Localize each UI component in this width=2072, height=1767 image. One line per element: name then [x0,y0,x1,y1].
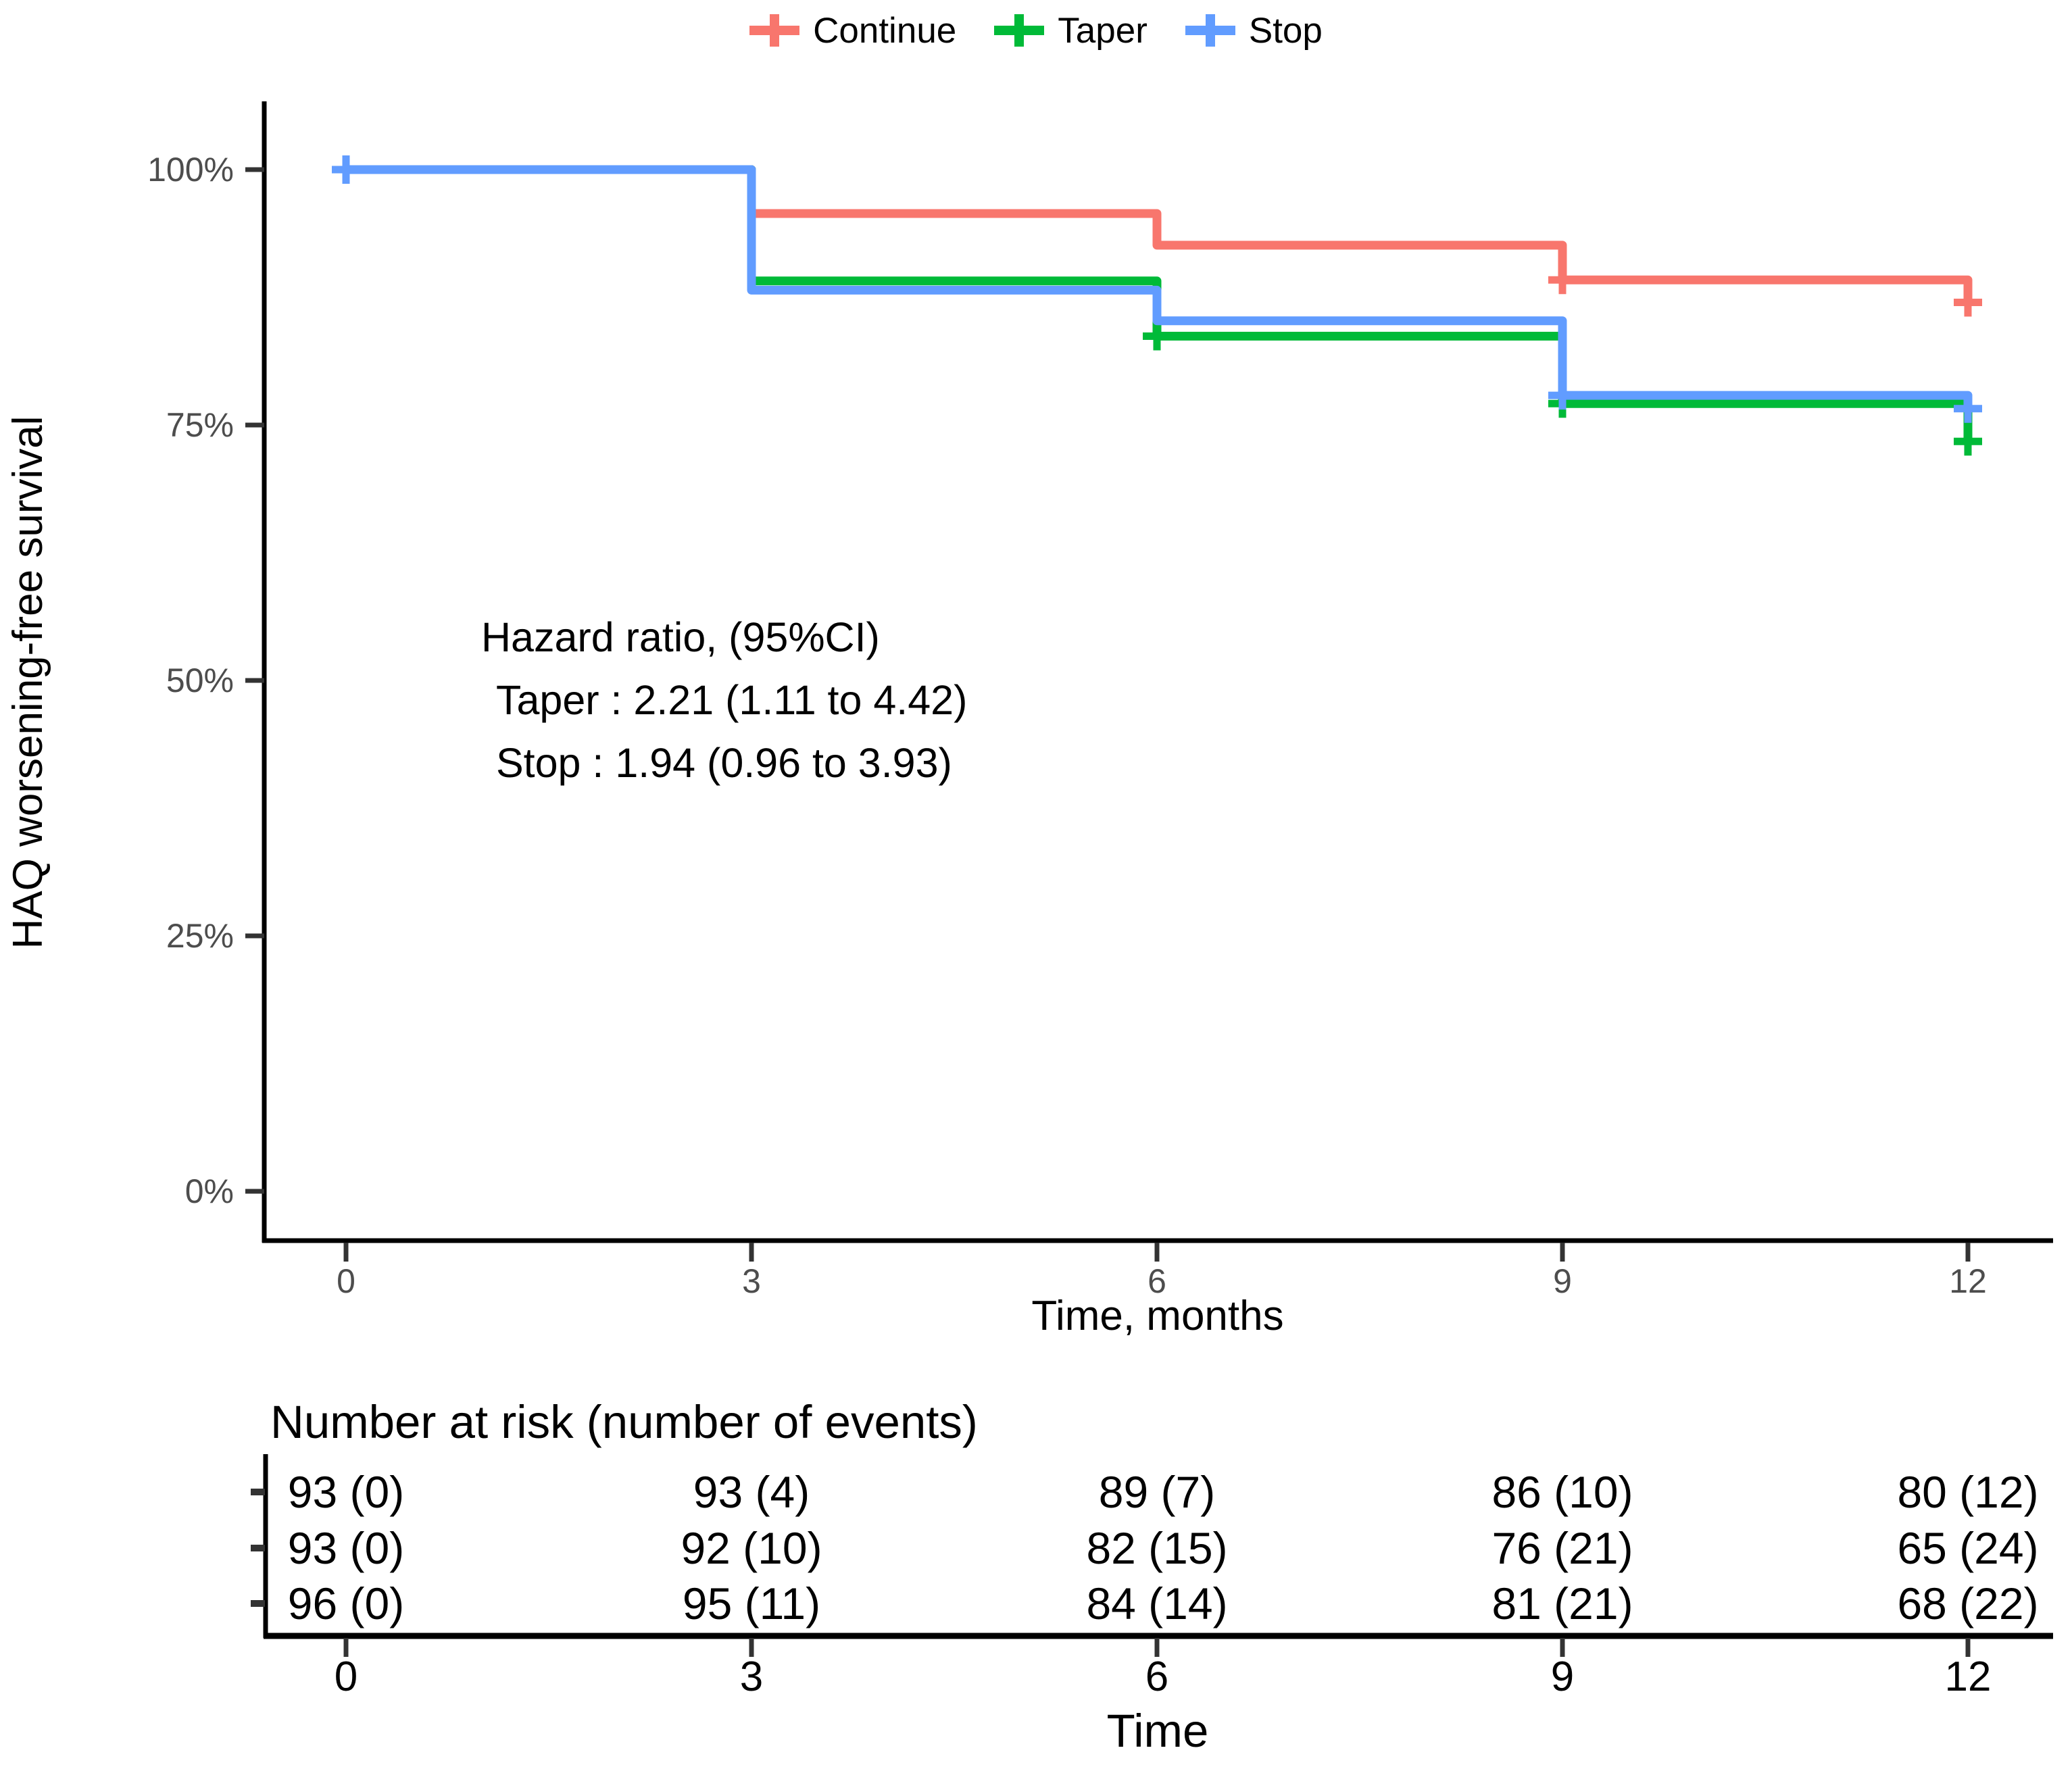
risk-cell: 84 (14) [1086,1578,1227,1628]
y-axis-ticks: 0% 25% 50% 75% 100% [147,151,264,1210]
hazard-ratio-heading: Hazard ratio, (95%CI) [481,614,880,660]
risk-cell: 93 (4) [693,1467,810,1517]
y-axis-title: HAQ worsening-free survival [5,416,51,949]
risk-cell: 76 (21) [1491,1523,1633,1573]
y-tick-label: 75% [166,406,234,444]
risk-x-tick-label: 12 [1945,1653,1992,1700]
risk-row-tick [251,1600,265,1607]
x-tick-label: 6 [1148,1262,1166,1300]
risk-cell: 93 (0) [288,1523,404,1573]
y-tick-label: 100% [147,151,234,189]
censor-plus-icon-stop [1954,394,1982,423]
risk-table-time-label: Time [1107,1705,1209,1757]
risk-cell: 96 (0) [288,1578,404,1628]
censor-plus-icon-stop [1548,381,1577,410]
hazard-ratio-taper: Taper : 2.21 (1.11 to 4.42) [496,677,967,723]
risk-row-tick [251,1545,265,1551]
continue-censor-plus-icon [749,14,800,47]
censor-plus-icon-continue [1954,288,1982,317]
risk-cell: 80 (12) [1897,1467,2038,1517]
risk-cell: 81 (21) [1491,1578,1633,1628]
risk-table-title: Number at risk (number of events) [270,1396,978,1448]
x-tick-label: 0 [337,1262,355,1300]
risk-cell: 86 (10) [1491,1467,1633,1517]
censor-plus-icon-taper [1143,322,1171,351]
survival-curve-stop [346,165,1973,409]
risk-cell: 68 (22) [1897,1578,2038,1628]
risk-row-tick [251,1489,265,1495]
legend-label-stop: Stop [1248,10,1323,51]
y-tick-label: 25% [166,917,234,955]
legend: Continue Taper Stop [0,7,2072,54]
x-axis-ticks: 0 3 6 9 12 [337,1243,1987,1300]
risk-x-tick-label: 0 [335,1653,357,1700]
risk-x-tick-label: 3 [740,1653,763,1700]
legend-item-continue: Continue [749,13,956,49]
hazard-ratio-stop: Stop : 1.94 (0.96 to 3.93) [496,740,952,786]
stop-censor-plus-icon [1185,14,1235,47]
x-tick-label: 9 [1553,1262,1572,1300]
risk-cell: 92 (10) [681,1523,822,1573]
risk-cell: 93 (0) [288,1467,404,1517]
legend-label-taper: Taper [1058,10,1148,51]
legend-item-taper: Taper [994,13,1148,49]
risk-cell: 95 (11) [683,1578,820,1628]
censor-plus-icon-continue [1548,266,1577,295]
hazard-ratio-annotation: Hazard ratio, (95%CI) Taper : 2.21 (1.11… [481,614,967,786]
x-tick-label: 12 [1949,1262,1987,1300]
risk-x-tick-label: 6 [1145,1653,1168,1700]
censor-plus-icon-stop [332,155,360,184]
y-tick-label: 50% [166,662,234,699]
x-tick-label: 3 [742,1262,761,1300]
taper-censor-plus-icon [994,14,1045,47]
risk-cell: 82 (15) [1086,1523,1227,1573]
censor-plus-icon-taper [1954,427,1982,456]
risk-cell: 65 (24) [1897,1523,2038,1573]
survival-curves [332,155,1982,456]
risk-x-tick-label: 9 [1551,1653,1574,1700]
legend-label-continue: Continue [813,10,957,51]
risk-table-x-ticks: 0 3 6 9 12 [335,1638,1992,1700]
risk-table-rows: 93 (0) 93 (4) 89 (7) 86 (10) 80 (12) 93 (0) 92… [251,1467,2039,1628]
x-axis-title: Time, months [1031,1293,1283,1339]
legend-item-stop: Stop [1185,13,1323,49]
risk-cell: 89 (7) [1099,1467,1215,1517]
y-tick-label: 0% [185,1172,234,1210]
